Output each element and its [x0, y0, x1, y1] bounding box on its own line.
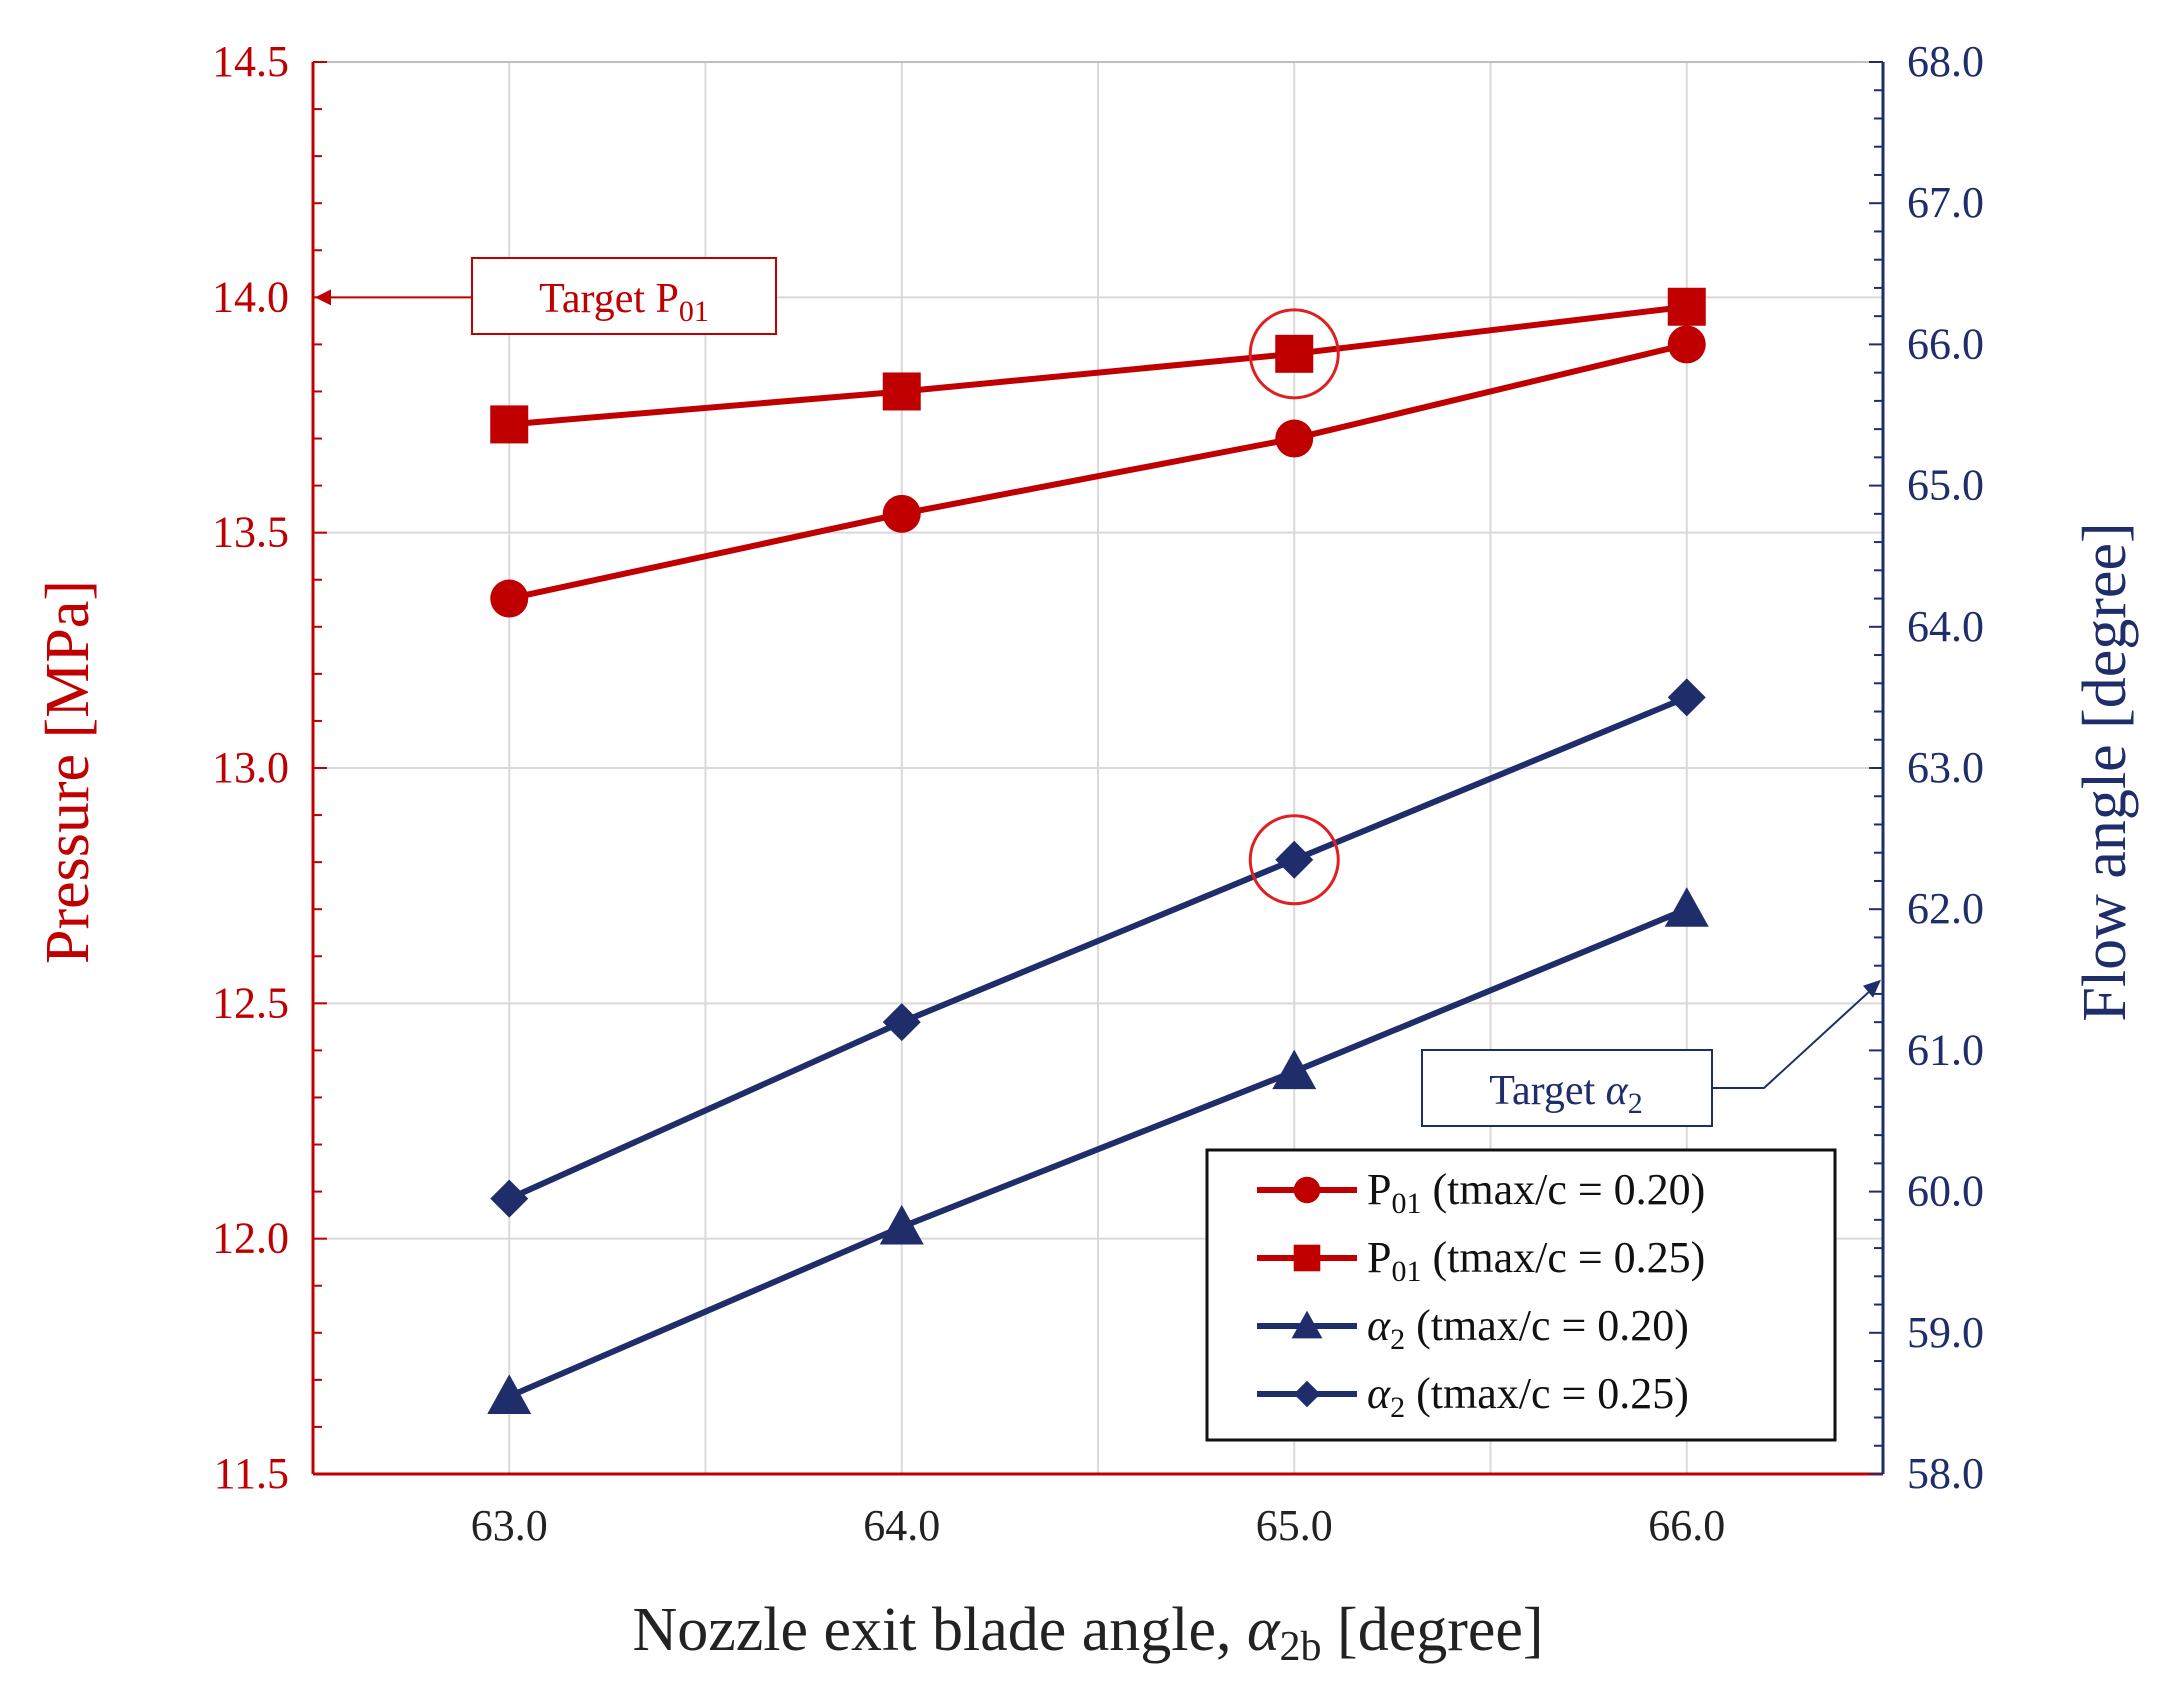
- data-point-s3-0: [490, 1179, 529, 1218]
- legend-item-1: P01 (tmax/c = 0.25): [1257, 1233, 1705, 1288]
- annotations: Target P01 Target α2: [315, 257, 1881, 1127]
- y-left-tick-label: 11.5: [214, 1449, 289, 1498]
- legend-marker-3: [1293, 1380, 1321, 1408]
- target-alpha2-arrowhead: [1863, 979, 1881, 998]
- data-point-s1-3: [1667, 287, 1706, 326]
- legend-marker-1: [1293, 1244, 1321, 1272]
- y-left-tick-label: 12.5: [212, 978, 289, 1027]
- data-point-s3-3: [1667, 678, 1706, 717]
- series-line-0: [508, 341, 1688, 602]
- series-layer: [487, 287, 1709, 1414]
- y-right-tick-label: 60.0: [1907, 1167, 1984, 1216]
- y-right-axis-title: Flow angle [degree]: [2071, 522, 2139, 1021]
- y-left-tick-label: 14.0: [212, 272, 289, 321]
- x-tick-label: 64.0: [863, 1501, 940, 1550]
- data-point-s2-3: [1664, 887, 1709, 927]
- legend-marker-2: [1291, 1310, 1323, 1339]
- y-right-tick-label: 66.0: [1907, 319, 1984, 368]
- series-0: [490, 325, 1706, 618]
- legend-item-2: α2 (tmax/c = 0.20): [1257, 1301, 1689, 1356]
- x-tick-label: 65.0: [1256, 1501, 1333, 1550]
- x-axis-title: Nozzle exit blade angle, α2b [degree]: [632, 1596, 1543, 1670]
- y-right-tick-label: 58.0: [1907, 1449, 1984, 1498]
- data-point-s3-2: [1275, 840, 1314, 879]
- series-1: [490, 287, 1706, 444]
- y-left-tick-label: 12.0: [212, 1214, 289, 1263]
- y-right-tick-label: 68.0: [1907, 37, 1984, 86]
- data-point-s1-1: [882, 372, 921, 411]
- y-right-tick-label: 63.0: [1907, 743, 1984, 792]
- y-right-tick-label: 67.0: [1907, 178, 1984, 227]
- x-tick-label: 63.0: [471, 1501, 548, 1550]
- target-p01-arrowhead: [315, 289, 331, 306]
- legend-label-1: P01 (tmax/c = 0.25): [1367, 1233, 1705, 1288]
- series-line-3: [508, 694, 1688, 1202]
- target-p01-label: Target P01: [539, 276, 709, 328]
- y-right-tick-label: 64.0: [1907, 602, 1984, 651]
- legend-label-0: P01 (tmax/c = 0.20): [1367, 1165, 1705, 1220]
- y-right-tick-label: 61.0: [1907, 1025, 1984, 1074]
- y-right-tick-label: 62.0: [1907, 884, 1984, 933]
- data-point-s3-1: [882, 1003, 921, 1042]
- legend-label-3: α2 (tmax/c = 0.25): [1367, 1369, 1689, 1424]
- data-point-s1-2: [1275, 334, 1314, 373]
- highlight-layer: [1248, 308, 1340, 906]
- axes: 11.5 12.0 12.5 13.0 13.5 14.0 14.5 58.0 59.0 60.0…: [212, 37, 1984, 1550]
- data-point-s2-1: [879, 1204, 924, 1245]
- target-alpha2-box: [1421, 1049, 1713, 1127]
- data-point-s2-0: [487, 1374, 532, 1414]
- y-right-tick-label: 65.0: [1907, 461, 1984, 510]
- y-right-tick-label: 59.0: [1907, 1308, 1984, 1357]
- data-point-s2-2: [1272, 1049, 1317, 1090]
- data-point-s0-2: [1275, 419, 1314, 458]
- series-line-2: [508, 906, 1688, 1400]
- y-left-tick-label: 13.0: [212, 743, 289, 792]
- legend-item-3: α2 (tmax/c = 0.25): [1257, 1369, 1689, 1424]
- legend-label-2: α2 (tmax/c = 0.20): [1367, 1301, 1689, 1356]
- highlight-circle-0: [1248, 308, 1340, 400]
- y-left-tick-label: 13.5: [212, 508, 289, 557]
- x-tick-label: 66.0: [1648, 1501, 1725, 1550]
- data-point-s0-3: [1667, 325, 1706, 364]
- data-point-s1-0: [490, 405, 529, 444]
- target-p01-box: [471, 257, 777, 335]
- highlight-circle-1: [1248, 814, 1340, 906]
- target-alpha2-label: Target α2: [1489, 1068, 1642, 1120]
- legend-marker-0: [1293, 1176, 1321, 1204]
- grid: [313, 61, 1884, 1475]
- series-3: [490, 678, 1706, 1218]
- series-2: [487, 887, 1709, 1414]
- legend-item-0: P01 (tmax/c = 0.20): [1257, 1165, 1705, 1220]
- y-left-axis-title: Pressure [MPa]: [34, 580, 102, 964]
- y-left-tick-label: 14.5: [212, 37, 289, 86]
- target-alpha2-arrow-line: [1712, 991, 1870, 1089]
- series-line-1: [508, 303, 1688, 428]
- data-point-s0-1: [882, 494, 921, 533]
- legend: P01 (tmax/c = 0.20) P01 (tmax/c = 0.25) α2…: [1205, 1148, 1837, 1442]
- data-point-s0-0: [490, 579, 529, 618]
